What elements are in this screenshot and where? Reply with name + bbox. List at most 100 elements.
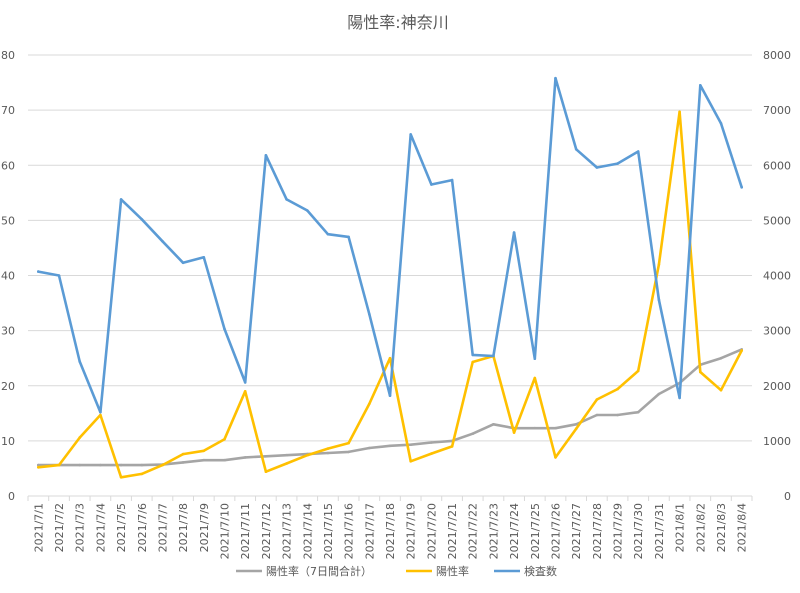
left-y-tick-label: 30 — [1, 325, 15, 338]
x-tick-label: 2021/7/30 — [632, 503, 645, 559]
series-lines — [36, 76, 744, 479]
data-point — [264, 470, 268, 474]
data-point — [740, 349, 743, 352]
right-y-tick-label: 3000 — [763, 325, 791, 338]
data-point — [285, 462, 288, 465]
data-point — [78, 463, 81, 467]
data-point — [636, 369, 640, 373]
data-point — [554, 76, 557, 80]
data-point — [140, 472, 144, 476]
legend-label: 陽性率 — [436, 564, 469, 578]
data-point — [719, 388, 723, 392]
data-point — [119, 463, 123, 467]
series-line-0 — [36, 348, 744, 467]
data-point — [636, 150, 640, 153]
x-tick-label: 2021/7/13 — [281, 503, 294, 559]
data-point — [595, 166, 599, 169]
data-point — [57, 274, 61, 277]
data-point — [699, 84, 702, 87]
x-tick-label: 2021/7/27 — [570, 503, 583, 559]
data-point — [181, 261, 185, 265]
right-y-tick-label: 1000 — [763, 435, 791, 448]
data-point — [388, 356, 392, 360]
right-y-tick-label: 6000 — [763, 159, 791, 172]
x-tick-label: 2021/7/1 — [32, 503, 45, 552]
data-point — [368, 446, 371, 450]
x-tick-label: 2021/8/4 — [736, 503, 749, 552]
gridlines — [28, 54, 752, 497]
left-y-tick-label: 10 — [1, 435, 15, 448]
legend-label: 検査数 — [524, 564, 557, 578]
data-point — [37, 463, 40, 467]
data-point — [119, 476, 123, 479]
x-tick-label: 2021/7/22 — [467, 503, 480, 559]
data-point — [657, 298, 661, 302]
x-tick-label: 2021/7/10 — [219, 503, 232, 559]
x-tick-label: 2021/7/8 — [177, 503, 190, 552]
data-point — [223, 458, 226, 462]
data-point — [471, 353, 475, 357]
x-tick-label: 2021/7/17 — [363, 503, 376, 559]
right-y-tick-label: 0 — [784, 490, 791, 503]
x-tick-label: 2021/7/16 — [343, 503, 356, 559]
data-point — [368, 402, 371, 406]
left-y-tick-label: 80 — [1, 49, 15, 62]
x-tick-label: 2021/7/12 — [260, 503, 273, 559]
data-point — [326, 451, 330, 455]
data-point — [37, 270, 40, 273]
data-point — [699, 370, 702, 374]
x-tick-label: 2021/7/31 — [653, 503, 666, 559]
x-tick-label: 2021/7/21 — [446, 503, 459, 559]
data-point — [719, 356, 723, 360]
data-point — [574, 148, 578, 151]
data-point — [450, 445, 454, 448]
right-y-tick-label: 4000 — [763, 270, 791, 283]
data-point — [678, 396, 681, 400]
x-tick-label: 2021/7/5 — [115, 503, 128, 552]
data-point — [430, 452, 433, 455]
data-point — [409, 460, 413, 463]
data-point — [512, 431, 516, 434]
series-line-1 — [36, 110, 744, 479]
legend: 陽性率（7日間合計） 陽性率 検査数 — [236, 564, 557, 578]
x-tick-label: 2021/7/9 — [198, 503, 211, 552]
data-point — [409, 133, 413, 136]
right-y-tick-label: 5000 — [763, 214, 791, 227]
x-tick-label: 2021/7/6 — [136, 503, 149, 552]
data-point — [595, 398, 599, 401]
data-point — [492, 354, 495, 358]
data-point — [347, 235, 350, 239]
x-tick-label: 2021/7/11 — [239, 503, 252, 559]
data-point — [181, 452, 185, 456]
chart-title: 陽性率:神奈川 — [347, 13, 448, 32]
left-y-axis: 0 10 20 30 40 50 60 70 80 — [1, 49, 15, 503]
x-tick-label: 2021/7/2 — [53, 503, 66, 552]
x-tick-label: 2021/7/28 — [591, 503, 604, 559]
data-point — [430, 183, 433, 186]
data-point — [326, 232, 330, 236]
data-point — [533, 426, 537, 430]
right-y-axis: 0 1000 2000 3000 4000 5000 6000 7000 8000 — [763, 49, 791, 503]
data-point — [285, 453, 288, 457]
data-point — [202, 458, 206, 462]
data-point — [264, 455, 268, 458]
x-tick-label: 2021/7/24 — [508, 503, 521, 559]
data-point — [223, 437, 226, 441]
data-point — [409, 443, 413, 447]
data-point — [512, 231, 516, 234]
left-y-tick-label: 40 — [1, 270, 15, 283]
data-point — [78, 436, 81, 439]
data-point — [636, 410, 640, 414]
x-tick-label: 2021/8/2 — [694, 503, 707, 552]
data-point — [616, 387, 619, 391]
data-point — [471, 360, 475, 364]
data-point — [243, 456, 247, 459]
x-tick-label: 2021/7/25 — [529, 503, 542, 559]
data-point — [616, 413, 619, 417]
data-point — [388, 444, 392, 448]
left-y-tick-label: 20 — [1, 380, 15, 393]
legend-label: 陽性率（7日間合計） — [266, 564, 372, 578]
data-point — [616, 162, 619, 165]
data-point — [202, 255, 206, 259]
left-y-tick-label: 50 — [1, 214, 15, 227]
